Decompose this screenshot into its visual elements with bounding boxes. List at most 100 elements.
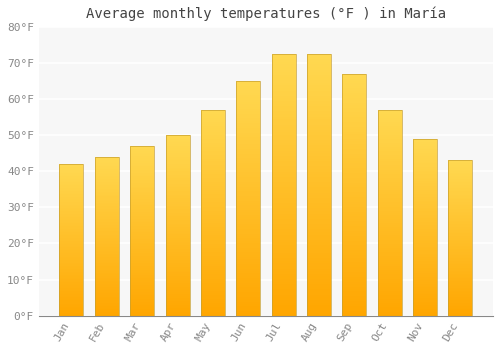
Bar <box>60 246 84 247</box>
Bar <box>272 72 295 75</box>
Bar <box>201 114 225 116</box>
Bar <box>448 210 472 212</box>
Bar <box>342 139 366 141</box>
Bar <box>307 211 331 213</box>
Bar <box>272 266 295 268</box>
Bar <box>60 266 84 267</box>
Bar <box>272 253 295 256</box>
Bar <box>95 209 119 211</box>
Bar <box>378 182 402 184</box>
Bar <box>272 169 295 171</box>
Bar <box>307 300 331 302</box>
Bar <box>378 215 402 217</box>
Bar <box>307 302 331 305</box>
Bar <box>95 268 119 270</box>
Bar <box>95 233 119 235</box>
Bar <box>166 205 190 207</box>
Bar <box>130 304 154 306</box>
Bar <box>95 182 119 184</box>
Bar <box>236 156 260 159</box>
Bar <box>307 229 331 232</box>
Bar <box>448 163 472 165</box>
Bar <box>378 225 402 227</box>
Bar <box>448 173 472 174</box>
Bar <box>60 164 84 316</box>
Bar <box>95 214 119 216</box>
Bar <box>236 243 260 245</box>
Bar <box>60 210 84 211</box>
Bar <box>413 271 437 273</box>
Bar <box>130 148 154 149</box>
Bar <box>413 261 437 262</box>
Bar <box>307 125 331 127</box>
Bar <box>272 182 295 185</box>
Bar <box>342 299 366 301</box>
Bar <box>95 187 119 189</box>
Bar <box>272 240 295 242</box>
Bar <box>378 256 402 258</box>
Bar <box>413 156 437 158</box>
Bar <box>95 216 119 217</box>
Bar <box>236 137 260 140</box>
Bar <box>342 173 366 175</box>
Bar <box>448 230 472 232</box>
Bar <box>95 160 119 162</box>
Bar <box>448 199 472 201</box>
Bar <box>201 128 225 131</box>
Bar <box>166 260 190 261</box>
Bar <box>236 215 260 217</box>
Bar <box>413 139 437 316</box>
Bar <box>130 146 154 148</box>
Bar <box>236 168 260 170</box>
Bar <box>130 278 154 280</box>
Bar <box>130 207 154 209</box>
Bar <box>272 96 295 98</box>
Bar <box>448 251 472 252</box>
Bar <box>307 292 331 295</box>
Bar <box>166 146 190 148</box>
Bar <box>236 97 260 100</box>
Bar <box>378 236 402 237</box>
Bar <box>201 149 225 151</box>
Bar <box>201 110 225 316</box>
Bar <box>448 291 472 292</box>
Bar <box>378 131 402 132</box>
Bar <box>95 166 119 168</box>
Bar <box>130 195 154 197</box>
Bar <box>307 91 331 93</box>
Bar <box>60 176 84 178</box>
Bar <box>130 248 154 250</box>
Bar <box>236 86 260 88</box>
Bar <box>413 231 437 232</box>
Bar <box>130 300 154 302</box>
Bar <box>448 271 472 272</box>
Bar <box>236 229 260 231</box>
Bar <box>342 274 366 277</box>
Bar <box>201 272 225 274</box>
Bar <box>130 214 154 216</box>
Bar <box>130 153 154 154</box>
Bar <box>342 311 366 313</box>
Bar <box>307 54 331 56</box>
Bar <box>60 285 84 287</box>
Bar <box>413 262 437 264</box>
Bar <box>448 261 472 263</box>
Bar <box>413 259 437 261</box>
Bar <box>60 298 84 299</box>
Bar <box>60 308 84 310</box>
Bar <box>448 191 472 193</box>
Bar <box>448 237 472 238</box>
Bar <box>95 255 119 257</box>
Bar <box>272 302 295 305</box>
Bar <box>413 254 437 256</box>
Bar <box>60 276 84 278</box>
Bar <box>342 258 366 260</box>
Bar <box>201 178 225 180</box>
Bar <box>378 134 402 136</box>
Bar <box>448 274 472 275</box>
Bar <box>95 212 119 214</box>
Bar <box>272 203 295 206</box>
Bar <box>307 279 331 282</box>
Bar <box>201 110 225 112</box>
Bar <box>272 284 295 287</box>
